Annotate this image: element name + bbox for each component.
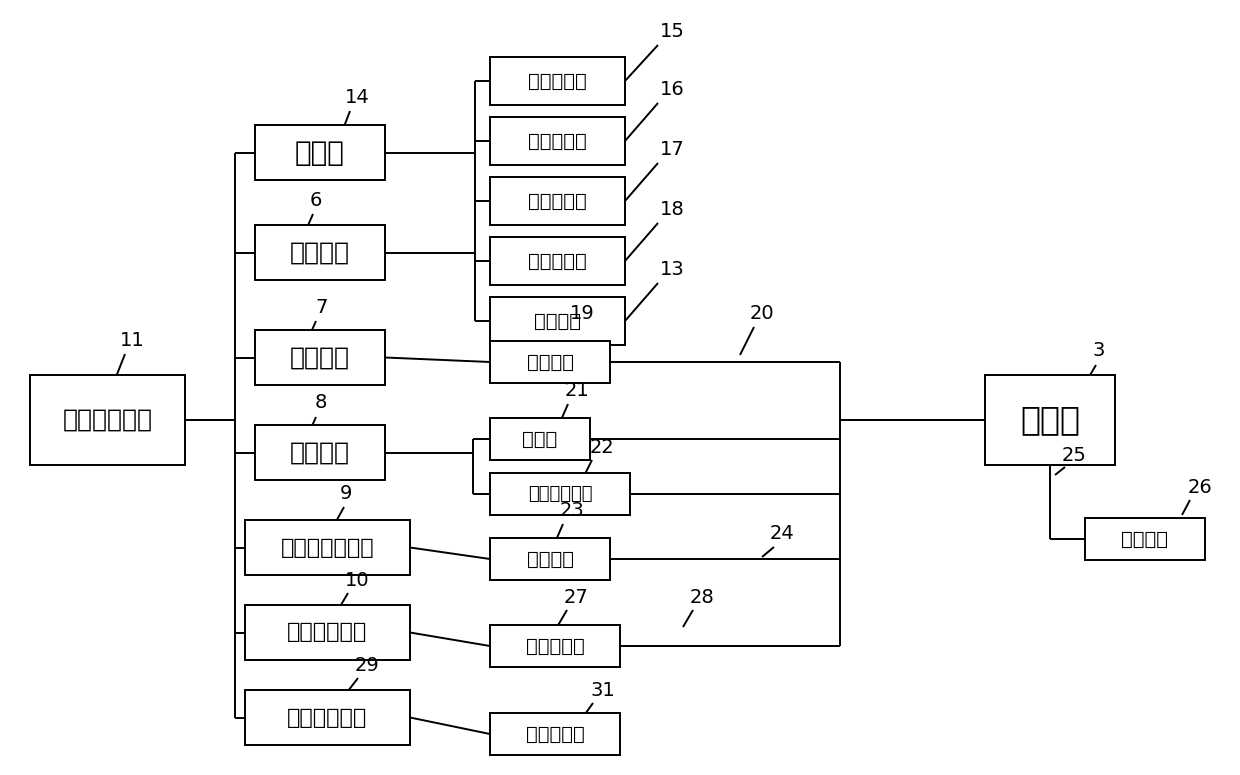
Bar bbox=[490, 538, 610, 580]
Text: 第二升降门: 第二升降门 bbox=[528, 132, 587, 150]
Text: 回收装置: 回收装置 bbox=[1121, 529, 1168, 549]
Bar bbox=[246, 520, 410, 575]
Text: 重量感应器: 重量感应器 bbox=[526, 725, 584, 743]
Bar bbox=[490, 117, 625, 165]
Text: 18: 18 bbox=[660, 200, 684, 219]
Bar bbox=[246, 690, 410, 745]
Text: 压力调节系统: 压力调节系统 bbox=[288, 622, 367, 642]
Text: 氢氟酸回收系统: 氢氟酸回收系统 bbox=[280, 538, 374, 557]
Text: 13: 13 bbox=[660, 260, 684, 279]
Text: 11: 11 bbox=[120, 331, 145, 350]
Bar bbox=[255, 330, 384, 385]
Text: 28: 28 bbox=[689, 588, 714, 607]
Text: 温控系统: 温控系统 bbox=[290, 440, 350, 464]
Bar bbox=[490, 418, 590, 460]
Text: 第三升降门: 第三升降门 bbox=[528, 191, 587, 211]
Bar bbox=[985, 375, 1115, 465]
Text: 第四升降门: 第四升降门 bbox=[528, 252, 587, 270]
Text: 运转机构: 运转机构 bbox=[290, 240, 350, 264]
Text: 10: 10 bbox=[345, 571, 370, 590]
Text: 6: 6 bbox=[310, 191, 322, 210]
Text: 23: 23 bbox=[560, 501, 585, 520]
Bar bbox=[490, 177, 625, 225]
Text: 供水装置: 供水装置 bbox=[527, 549, 573, 569]
Bar bbox=[255, 225, 384, 280]
Text: 26: 26 bbox=[1188, 478, 1213, 497]
Text: 7: 7 bbox=[315, 298, 327, 317]
Text: 31: 31 bbox=[590, 681, 615, 700]
Bar bbox=[490, 297, 625, 345]
Text: 29: 29 bbox=[355, 656, 379, 675]
Text: 3: 3 bbox=[1092, 341, 1105, 360]
Bar bbox=[490, 625, 620, 667]
Bar bbox=[255, 425, 384, 480]
Text: 17: 17 bbox=[660, 140, 684, 159]
Bar bbox=[490, 713, 620, 755]
Bar bbox=[1085, 518, 1205, 560]
Text: 程控电脑主机: 程控电脑主机 bbox=[62, 408, 153, 432]
Text: 15: 15 bbox=[660, 22, 684, 41]
Text: 25: 25 bbox=[1061, 446, 1087, 465]
Text: 温度感应探头: 温度感应探头 bbox=[528, 485, 593, 503]
Bar bbox=[490, 473, 630, 515]
Text: 重量感应系统: 重量感应系统 bbox=[288, 708, 367, 728]
Text: 20: 20 bbox=[750, 304, 775, 323]
Text: 加热丝: 加热丝 bbox=[522, 429, 558, 449]
Bar bbox=[30, 375, 185, 465]
Text: 真空抽气泵: 真空抽气泵 bbox=[526, 636, 584, 656]
Text: 第一升降门: 第一升降门 bbox=[528, 71, 587, 91]
Text: 21: 21 bbox=[565, 381, 590, 400]
Text: 升降门: 升降门 bbox=[295, 139, 345, 167]
Text: 27: 27 bbox=[564, 588, 589, 607]
Text: 16: 16 bbox=[660, 80, 684, 99]
Text: 9: 9 bbox=[340, 484, 352, 503]
Text: 供气系统: 供气系统 bbox=[290, 346, 350, 370]
Bar bbox=[490, 237, 625, 285]
Text: 运转电机: 运转电机 bbox=[534, 312, 582, 330]
Bar bbox=[255, 125, 384, 180]
Bar bbox=[490, 341, 610, 383]
Text: 供气装置: 供气装置 bbox=[527, 353, 573, 371]
Text: 22: 22 bbox=[590, 438, 615, 457]
Text: 14: 14 bbox=[345, 88, 370, 107]
Text: 氟化区: 氟化区 bbox=[1021, 404, 1080, 436]
Text: 8: 8 bbox=[315, 393, 327, 412]
Text: 19: 19 bbox=[570, 304, 595, 323]
Bar bbox=[490, 57, 625, 105]
Bar bbox=[246, 605, 410, 660]
Text: 24: 24 bbox=[770, 524, 795, 543]
